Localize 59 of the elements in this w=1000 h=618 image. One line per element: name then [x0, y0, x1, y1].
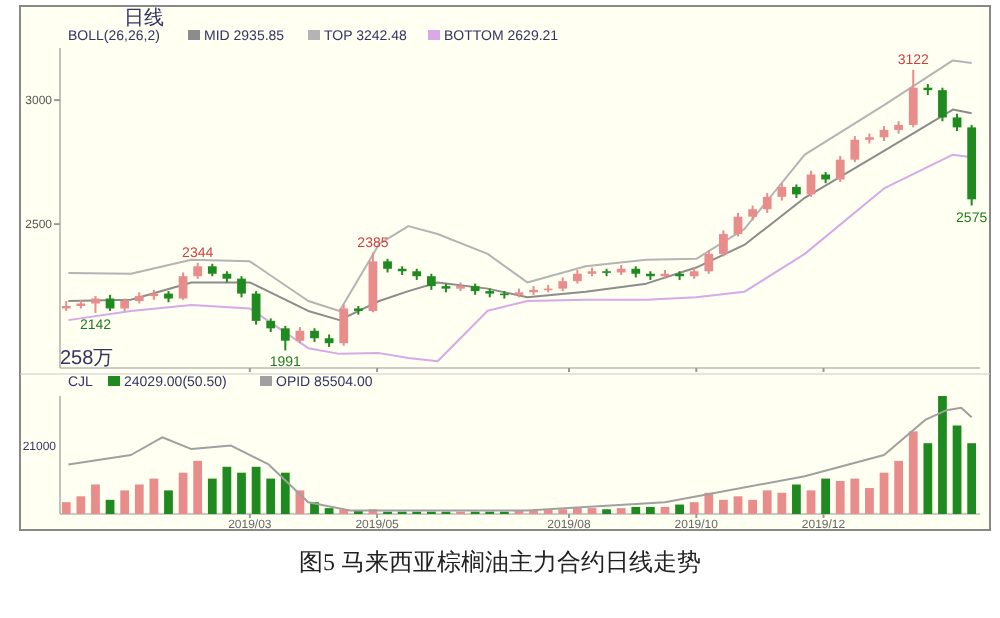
candlestick [251, 290, 261, 326]
bar [821, 478, 830, 514]
text: 图5 马来西亚棕榈油主力合约日线走势 [299, 548, 701, 576]
bar [952, 425, 962, 514]
candlestick [719, 229, 728, 258]
bar [923, 443, 933, 514]
bar [835, 480, 845, 514]
candlestick [237, 275, 246, 299]
bar [762, 490, 772, 514]
bar [748, 499, 757, 514]
bar [149, 478, 159, 514]
text: 日线 [124, 6, 164, 30]
bar [879, 472, 889, 514]
bar [251, 466, 261, 514]
bar [646, 506, 655, 514]
bar [164, 490, 173, 514]
bar [865, 488, 874, 514]
bar [689, 502, 699, 514]
bar [207, 478, 217, 514]
bar [572, 508, 582, 514]
bar [908, 431, 918, 514]
candlestick [280, 324, 290, 352]
bar [134, 484, 144, 514]
bar [280, 472, 290, 514]
candlestick [908, 68, 918, 129]
bar [967, 443, 977, 514]
bar [587, 508, 597, 514]
candlestick [762, 192, 772, 214]
bar [178, 472, 188, 514]
candlestick [850, 135, 860, 164]
bar [193, 460, 203, 514]
bar [266, 478, 276, 514]
bar [616, 508, 626, 514]
bar [91, 484, 100, 514]
bar [76, 496, 86, 514]
bar [324, 508, 334, 514]
bar [120, 490, 130, 514]
candlestick [178, 271, 188, 301]
bar [704, 492, 714, 514]
bar [792, 484, 801, 514]
bar [222, 466, 232, 514]
bar [850, 478, 860, 514]
bar [719, 499, 728, 514]
bar [894, 460, 904, 514]
bar [733, 496, 743, 514]
bar [777, 492, 787, 514]
bar [61, 502, 71, 514]
bar [806, 490, 816, 514]
candlestick [704, 249, 714, 275]
candlestick [835, 154, 845, 183]
annotation: 258万 [60, 348, 114, 370]
bar [631, 506, 641, 514]
candlestick [938, 86, 947, 123]
bar [660, 506, 670, 514]
bar [105, 499, 115, 514]
bar [938, 396, 947, 514]
candlestick [339, 303, 349, 347]
bar [675, 504, 684, 514]
bar [237, 472, 246, 514]
